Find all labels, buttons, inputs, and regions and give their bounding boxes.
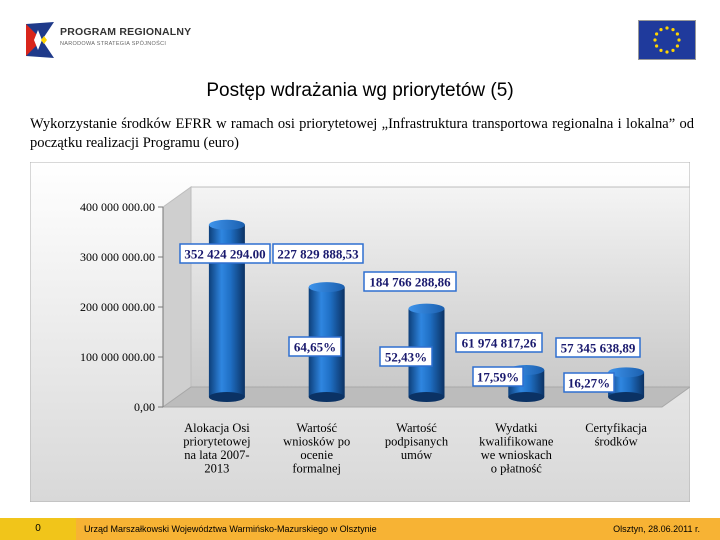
logo-title: PROGRAM REGIONALNY [60, 26, 192, 38]
svg-text:52,43%: 52,43% [385, 350, 427, 365]
percent-label: 52,43% [379, 346, 433, 367]
svg-text:352 424 294.00: 352 424 294.00 [184, 247, 265, 262]
footer-date: Olsztyn, 28.06.2011 r. [613, 524, 700, 534]
percent-label: 16,27% [563, 372, 615, 393]
data-label: 352 424 294.00 [179, 243, 271, 264]
y-tick-label: 100 000 000.00 [80, 350, 155, 364]
footer-bar: 0 Urząd Marszałkowski Województwa Warmiń… [0, 518, 720, 540]
chart-canvas: 0,00 100 000 000.00 200 000 000.00 300 000 … [29, 161, 692, 503]
y-tick-label: 300 000 000.00 [80, 250, 155, 264]
x-tick-label: Alokacja Osi priorytetowej na lata 2007-20… [183, 421, 250, 476]
y-tick-label: 200 000 000.00 [80, 300, 155, 314]
percent-label: 64,65% [288, 336, 342, 357]
bar-chart: 0,00 100 000 000.00 200 000 000.00 300 000 … [29, 161, 692, 503]
data-label: 227 829 888,53 [272, 243, 364, 264]
y-tick-label: 0,00 [134, 400, 155, 414]
page-subtitle: Wykorzystanie środków EFRR w ramach osi … [30, 116, 694, 151]
svg-text:227 829 888,53: 227 829 888,53 [277, 247, 359, 262]
bar [608, 367, 645, 402]
y-tick-label: 400 000 000.00 [80, 200, 155, 214]
svg-text:16,27%: 16,27% [568, 376, 610, 391]
eu-flag-icon [638, 20, 696, 60]
data-label: 184 766 288,86 [363, 271, 457, 292]
logo-subtitle: NARODOWA STRATEGIA SPÓJNOŚCI [60, 41, 167, 47]
svg-text:17,59%: 17,59% [477, 370, 519, 385]
bar [508, 365, 545, 402]
page-title: Postęp wdrażania wg priorytetów (5) [206, 80, 514, 101]
chart-side-wall [162, 186, 192, 408]
x-tick-label: Wydatki kwalifikowane we wnioskach o płatno… [479, 421, 554, 476]
x-tick-label: Wartość podpisanych umów [385, 421, 449, 462]
svg-text:184 766 288,86: 184 766 288,86 [369, 275, 451, 290]
program-regionalny-logo: PROGRAM REGIONALNY NARODOWA STRATEGIA SP… [24, 20, 194, 62]
footer-institution: Urząd Marszałkowski Województwa Warmińsk… [84, 524, 377, 534]
page-number: 0 [0, 518, 76, 540]
svg-text:57 345 638,89: 57 345 638,89 [561, 341, 636, 356]
program-regionalny-logo-icon [26, 22, 54, 58]
x-tick-label: Certyfikacja środków [585, 421, 647, 449]
svg-text:64,65%: 64,65% [294, 340, 336, 355]
percent-label: 17,59% [472, 366, 524, 387]
data-label: 57 345 638,89 [555, 337, 641, 358]
svg-text:61 974 817,26: 61 974 817,26 [462, 336, 537, 351]
x-tick-label: Wartość wniosków po ocenie formalnej [283, 421, 350, 476]
data-label: 61 974 817,26 [455, 332, 543, 353]
